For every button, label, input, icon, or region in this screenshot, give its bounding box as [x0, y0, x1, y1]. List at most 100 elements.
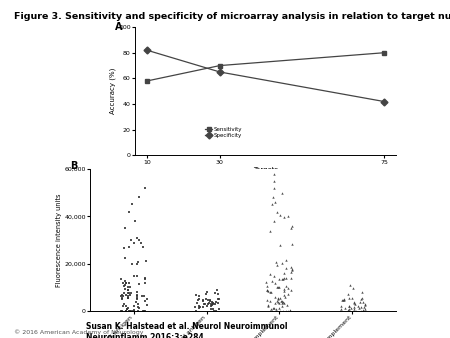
- Point: [347, 305, 354, 311]
- Point: [357, 296, 364, 302]
- Point: [276, 301, 283, 306]
- Point: [288, 225, 295, 231]
- Point: [200, 298, 207, 304]
- Point: [135, 282, 143, 287]
- Point: [350, 286, 357, 291]
- Point: [278, 298, 285, 304]
- Point: [275, 305, 282, 310]
- Point: [288, 275, 295, 281]
- Point: [361, 306, 368, 312]
- Point: [133, 273, 140, 278]
- Point: [279, 299, 286, 305]
- Point: [266, 228, 273, 234]
- Point: [134, 262, 141, 267]
- Point: [288, 267, 295, 272]
- Point: [194, 297, 201, 303]
- Point: [117, 276, 125, 282]
- Point: [203, 304, 211, 309]
- Point: [351, 306, 358, 312]
- Point: [128, 202, 135, 207]
- Point: [286, 308, 293, 314]
- Point: [118, 296, 125, 302]
- Point: [270, 195, 277, 200]
- Point: [288, 223, 296, 228]
- Point: [214, 300, 221, 306]
- Point: [361, 302, 368, 307]
- Point: [340, 297, 347, 303]
- Point: [143, 258, 150, 263]
- Point: [123, 308, 130, 314]
- Point: [126, 245, 133, 250]
- Point: [210, 306, 217, 311]
- Point: [122, 280, 129, 285]
- Point: [204, 301, 212, 307]
- Point: [341, 296, 348, 302]
- Point: [345, 308, 352, 314]
- Point: [193, 292, 200, 298]
- Point: [208, 306, 215, 311]
- Point: [199, 297, 207, 303]
- Point: [125, 287, 132, 293]
- Point: [124, 305, 131, 311]
- Point: [287, 270, 294, 275]
- Point: [279, 260, 286, 266]
- Point: [339, 297, 346, 303]
- Text: Figure 3. Sensitivity and specificity of microarray analysis in relation to targ: Figure 3. Sensitivity and specificity of…: [14, 12, 450, 21]
- Point: [346, 282, 353, 288]
- Point: [355, 303, 362, 309]
- Point: [141, 185, 149, 191]
- Point: [348, 295, 356, 301]
- Point: [124, 290, 131, 295]
- Point: [344, 307, 351, 313]
- Point: [205, 300, 212, 306]
- Point: [272, 300, 279, 306]
- Point: [134, 292, 141, 298]
- Point: [135, 304, 142, 310]
- Point: [281, 275, 288, 281]
- Point: [283, 257, 290, 263]
- Point: [216, 296, 223, 302]
- Point: [209, 299, 216, 305]
- Point: [130, 308, 137, 314]
- Point: [196, 294, 203, 299]
- Point: [279, 298, 286, 304]
- Point: [346, 303, 353, 308]
- Point: [276, 296, 283, 301]
- Point: [134, 236, 141, 241]
- Point: [271, 185, 278, 191]
- Point: [267, 306, 274, 312]
- Point: [202, 292, 210, 297]
- Point: [121, 291, 128, 296]
- Point: [211, 302, 218, 307]
- Point: [130, 308, 137, 314]
- Point: [124, 285, 131, 290]
- Point: [122, 278, 129, 284]
- Point: [122, 303, 129, 309]
- Point: [272, 260, 279, 265]
- Point: [138, 293, 145, 298]
- Point: [135, 260, 142, 265]
- Point: [270, 305, 277, 311]
- Point: [125, 293, 132, 298]
- Point: [264, 288, 271, 293]
- Point: [202, 296, 210, 301]
- Point: [281, 215, 288, 220]
- Point: [212, 308, 219, 314]
- Point: [284, 291, 291, 297]
- Point: [131, 241, 138, 246]
- Point: [121, 245, 128, 250]
- Point: [140, 244, 147, 249]
- Specificity: [382, 99, 387, 103]
- Point: [281, 286, 288, 292]
- Point: [278, 190, 285, 195]
- Point: [135, 308, 142, 314]
- Point: [122, 292, 129, 298]
- Point: [122, 286, 129, 291]
- Point: [266, 289, 274, 294]
- Point: [117, 293, 124, 299]
- Point: [133, 296, 140, 302]
- Point: [135, 301, 142, 306]
- Point: [269, 278, 276, 284]
- Point: [350, 305, 357, 310]
- Point: [280, 288, 287, 293]
